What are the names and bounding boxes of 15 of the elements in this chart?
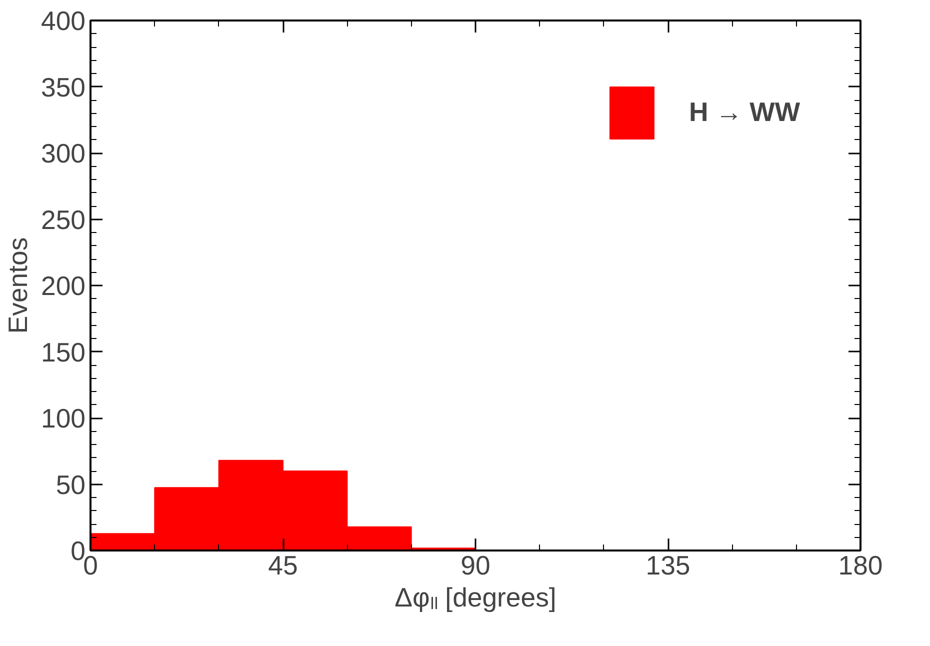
x-tick-label: 90 <box>460 550 490 580</box>
x-tick-label: 135 <box>646 550 690 580</box>
x-tick-label: 180 <box>838 550 883 580</box>
x-tick-label: 45 <box>268 550 298 580</box>
y-tick-label: 50 <box>56 470 86 500</box>
y-tick-label: 250 <box>41 204 86 235</box>
y-axis-title: Eventos <box>3 237 34 334</box>
x-axis-title: Δφₗₗ [degrees] <box>394 582 556 612</box>
y-tick-label: 300 <box>41 138 86 168</box>
y-tick-label: 350 <box>41 72 86 102</box>
y-tick-label: 150 <box>41 337 86 368</box>
y-tick-label: 200 <box>41 271 86 301</box>
y-tick-label: 400 <box>41 6 86 36</box>
y-tick-label: 100 <box>41 404 86 434</box>
legend-label: H → WW <box>688 97 800 128</box>
